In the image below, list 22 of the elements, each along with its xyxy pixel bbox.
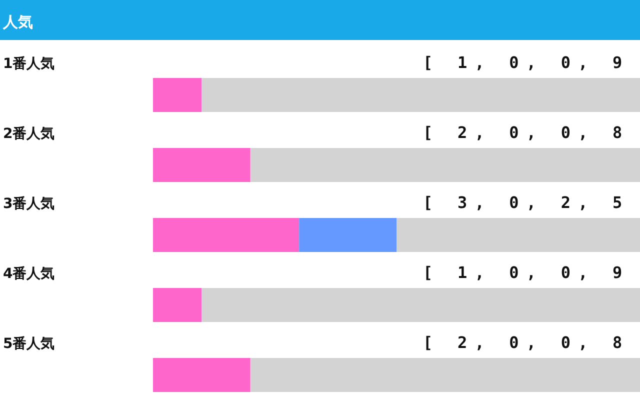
annotation: [ 2, 0, 0, 8 (423, 333, 630, 352)
bar (250, 148, 640, 182)
bar (153, 288, 202, 322)
bar (202, 288, 640, 322)
y-tick-label: 3番人気 (3, 196, 55, 212)
bar (202, 78, 640, 112)
annotation: [ 2, 0, 0, 8 (423, 123, 630, 142)
annotation: [ 1, 0, 0, 9 (423, 263, 630, 282)
annotation: [ 3, 0, 2, 5 (423, 193, 630, 212)
bar (153, 218, 300, 252)
y-tick-label: 1番人気 (3, 56, 55, 72)
text: 人気 (2, 13, 33, 31)
bar (153, 358, 250, 392)
y-tick-label: 5番人気 (3, 336, 55, 352)
bar (153, 148, 250, 182)
bar (153, 78, 202, 112)
annotation: [ 1, 0, 0, 9 (423, 53, 630, 72)
bar (396, 218, 640, 252)
bar (250, 358, 640, 392)
y-tick-label: 2番人気 (3, 126, 55, 142)
y-tick-label: 4番人気 (3, 266, 55, 282)
bar (299, 218, 396, 252)
